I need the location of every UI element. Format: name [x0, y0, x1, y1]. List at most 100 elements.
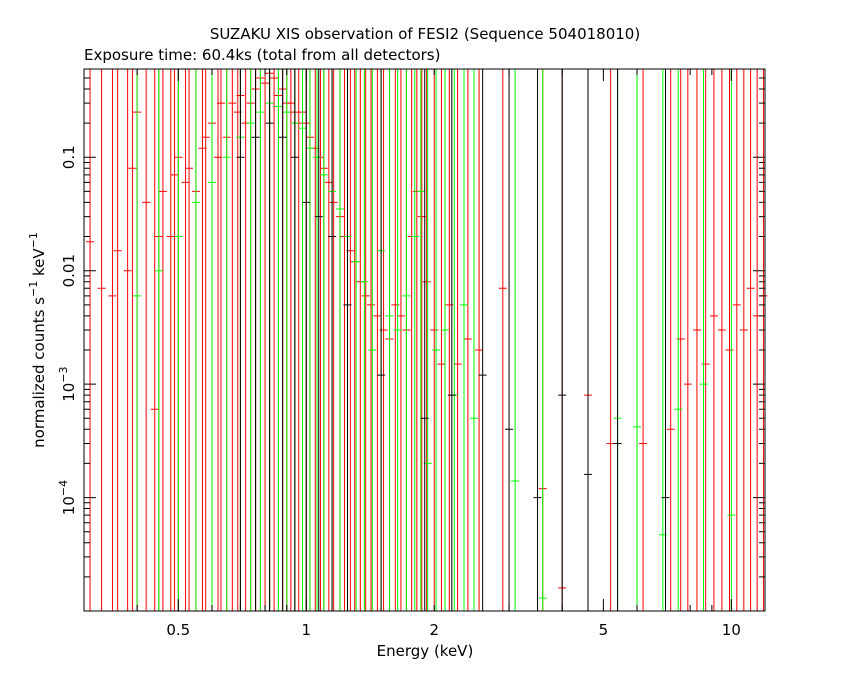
y-tick-label: 0.01 [60, 254, 78, 287]
data-point [447, 69, 456, 611]
data-point [368, 69, 377, 611]
data-point [453, 69, 462, 611]
x-tick-label: 1 [301, 621, 311, 639]
data-point [505, 69, 514, 611]
data-point [432, 69, 441, 611]
chart-subtitle: Exposure time: 60.4ks (total from all de… [84, 46, 440, 64]
data-point [402, 69, 411, 611]
data-point [606, 69, 615, 611]
data-point [391, 69, 400, 611]
data-point [746, 69, 755, 611]
data-point [216, 69, 225, 611]
data-point [422, 69, 431, 611]
data-point [361, 69, 370, 611]
data-point [191, 69, 200, 611]
x-axis: 0.5 1 2 5 10 [83, 69, 741, 639]
data-point [335, 69, 344, 611]
data-point [166, 69, 175, 611]
data-point [475, 69, 484, 611]
data-point [352, 69, 361, 611]
data-point [113, 69, 122, 611]
data-point [314, 69, 323, 611]
data-point [558, 69, 567, 611]
data-point [356, 69, 365, 611]
y-axis-label-exp2: −1 [27, 232, 40, 248]
data-point [278, 69, 287, 611]
data-point [583, 69, 592, 611]
data-point [123, 69, 132, 611]
y-tick-label: 0.1 [60, 145, 78, 169]
data-point [158, 69, 167, 611]
data-point [313, 69, 322, 611]
data-point [437, 69, 446, 611]
data-point [613, 69, 622, 611]
data-point [311, 69, 320, 611]
data-point [533, 69, 542, 611]
data-point [294, 69, 303, 611]
y-tick-label: 10−3 [57, 366, 78, 401]
data-point [108, 69, 117, 611]
data-point [420, 69, 429, 611]
data-layer [86, 69, 768, 611]
data-point [181, 69, 190, 611]
y-axis-label: normalized counts s−1 keV−1 [27, 232, 48, 448]
y-axis-label-exp1: −1 [27, 281, 40, 297]
data-point [459, 69, 468, 611]
data-point [416, 69, 425, 611]
data-point [410, 69, 419, 611]
plot-frame [83, 68, 766, 612]
y-tick-label: 10−4 [57, 480, 78, 515]
x-tick-label: 0.5 [166, 621, 190, 639]
data-point [412, 69, 421, 611]
data-point [366, 69, 375, 611]
data-point [236, 69, 245, 611]
data-point [274, 69, 283, 611]
chart-title: SUZAKU XIS observation of FESI2 (Sequenc… [210, 25, 640, 43]
data-point [241, 69, 250, 611]
data-point [290, 69, 299, 611]
data-point [692, 69, 701, 611]
series-2 [236, 69, 670, 611]
x-tick-label: 5 [599, 621, 609, 639]
data-point [732, 69, 741, 611]
data-point [739, 69, 748, 611]
data-point [430, 69, 439, 611]
data-point [633, 69, 642, 611]
data-point [511, 69, 520, 611]
data-point [265, 69, 274, 611]
data-point [469, 69, 478, 611]
data-point [759, 69, 768, 611]
data-point [286, 69, 295, 611]
data-point [305, 69, 314, 611]
data-point [463, 69, 472, 611]
data-point [207, 69, 216, 611]
data-point [261, 69, 270, 611]
data-point [329, 69, 338, 611]
data-point [133, 69, 142, 611]
data-point [478, 69, 487, 611]
data-point [128, 69, 137, 611]
data-point [440, 69, 449, 611]
data-point [498, 69, 507, 611]
y-axis-label-mid: keV [30, 248, 48, 281]
data-point [674, 69, 683, 611]
data-point [228, 69, 237, 611]
data-point [396, 69, 405, 611]
data-point [683, 69, 692, 611]
data-point [198, 69, 207, 611]
data-point [251, 69, 260, 611]
x-tick-label: 2 [429, 621, 439, 639]
data-point [666, 69, 675, 611]
data-point [753, 69, 762, 611]
data-point [246, 69, 255, 611]
data-point [270, 69, 279, 611]
y-axis: 0.1 0.01 10−3 10−4 [57, 77, 765, 612]
data-point [328, 69, 337, 611]
data-point [86, 69, 95, 611]
data-point [256, 69, 265, 611]
data-point [661, 69, 670, 611]
data-point [316, 69, 325, 611]
data-point [201, 69, 210, 611]
data-point [350, 69, 359, 611]
